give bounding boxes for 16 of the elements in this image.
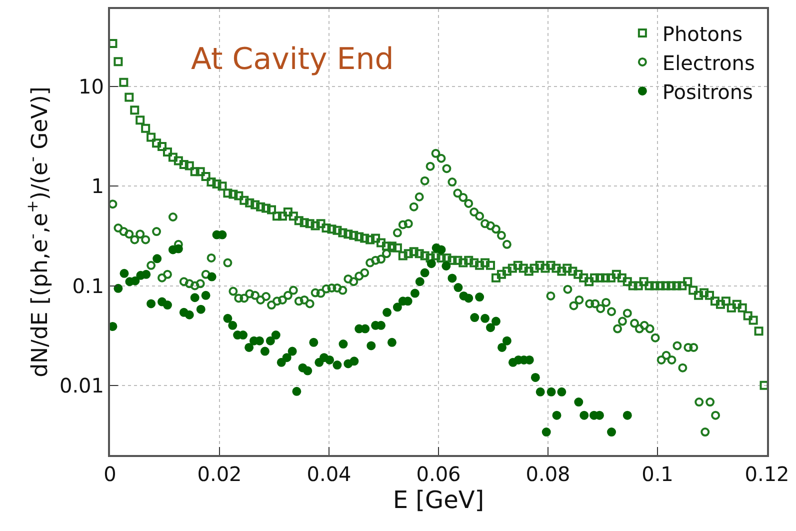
x-tick-label: 0.1 bbox=[642, 462, 674, 486]
x-tick-label: 0.12 bbox=[744, 462, 790, 486]
y-tick-label: 0.1 bbox=[72, 274, 104, 298]
x-tick-label: 0.08 bbox=[526, 462, 570, 486]
y-tick-label: 0.01 bbox=[59, 373, 104, 398]
legend-label: Photons bbox=[662, 22, 743, 46]
legend-label: Electrons bbox=[662, 50, 755, 75]
x-axis-title: E [GeV] bbox=[392, 486, 484, 514]
text: At Cavity End bbox=[191, 42, 394, 77]
y-tick-label: 10 bbox=[78, 74, 104, 99]
y-tick-label: 1 bbox=[91, 174, 104, 198]
legend-label: Positrons bbox=[662, 80, 753, 104]
x-tick-label: 0.06 bbox=[416, 462, 461, 486]
x-tick-label: 0.02 bbox=[197, 462, 242, 486]
x-tick-label: 0 bbox=[104, 462, 116, 486]
x-tick-label: 0.04 bbox=[306, 462, 352, 486]
